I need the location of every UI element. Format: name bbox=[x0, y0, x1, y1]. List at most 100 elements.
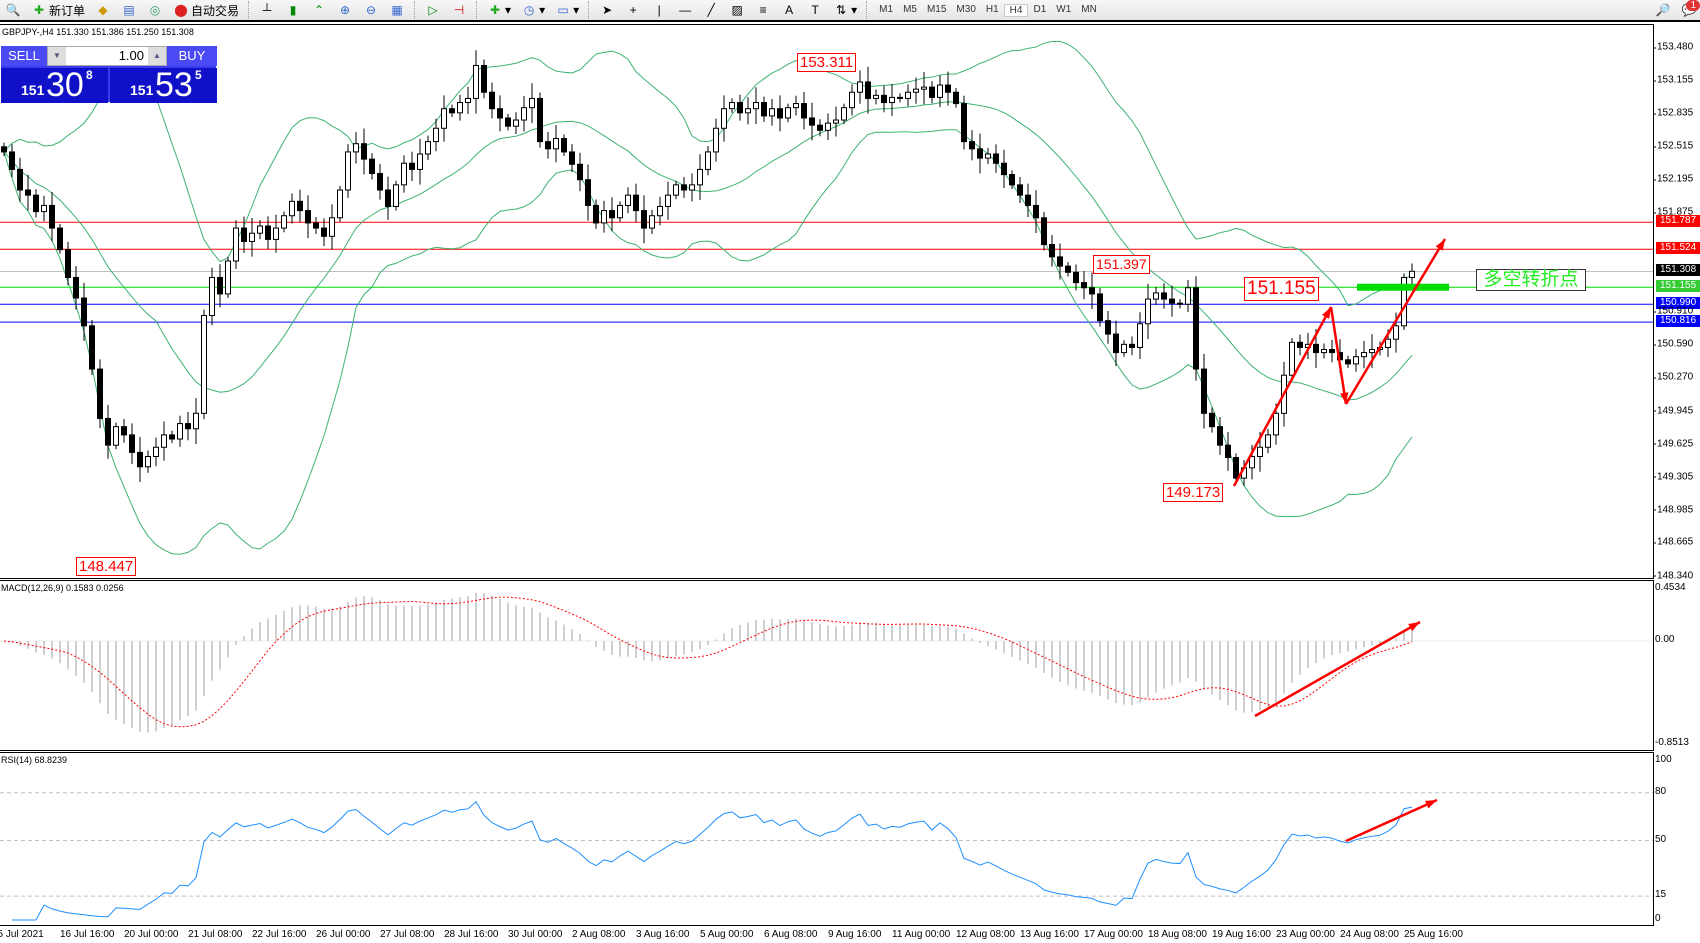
text-button[interactable]: A bbox=[778, 0, 800, 20]
bar-chart-button[interactable]: ┴ bbox=[256, 0, 278, 20]
cursor-button[interactable]: ➤ bbox=[596, 0, 618, 20]
vertical-line-button[interactable]: | bbox=[648, 0, 670, 20]
bear-candle bbox=[81, 297, 87, 327]
price-axis-label: 148.665 bbox=[1652, 536, 1694, 548]
templates-button[interactable]: ▭ ▾ bbox=[552, 0, 582, 20]
time-axis-label: 9 Aug 16:00 bbox=[828, 929, 882, 940]
sell-price-fraction: 8 bbox=[86, 68, 93, 82]
timeframe-mn[interactable]: MN bbox=[1081, 3, 1097, 15]
zoom-out-button[interactable]: ⊖ bbox=[360, 0, 382, 20]
bar-chart-icon: ┴ bbox=[262, 3, 272, 17]
channel-button[interactable]: ▨ bbox=[726, 0, 748, 20]
main-chart-pane[interactable]: GBPJPY-,H4 151.330 151.386 151.250 151.3… bbox=[0, 24, 1654, 579]
timeframe-d1[interactable]: D1 bbox=[1033, 3, 1047, 15]
bull-candle bbox=[937, 84, 943, 98]
clock-icon: ◷ bbox=[523, 3, 535, 17]
arrows-button[interactable]: ⇅ ▾ bbox=[830, 0, 860, 20]
zoom-in-button[interactable]: ⊕ bbox=[334, 0, 356, 20]
timeframe-m15[interactable]: M15 bbox=[926, 3, 947, 15]
bear-candle bbox=[377, 173, 383, 191]
bear-candle bbox=[865, 81, 871, 99]
tile-windows-button[interactable]: ▦ bbox=[386, 0, 408, 20]
timeframe-h4[interactable]: H4 bbox=[1003, 3, 1029, 17]
bear-candle bbox=[809, 117, 815, 126]
bear-candle bbox=[217, 276, 223, 295]
rsi-axis-label: 0 bbox=[1655, 913, 1661, 924]
trendline-button[interactable]: ╱ bbox=[700, 0, 722, 20]
bear-candle bbox=[761, 102, 767, 117]
crosshair-icon: + bbox=[629, 3, 637, 17]
auto-trading-button[interactable]: ⬤ 自动交易 bbox=[170, 0, 242, 20]
time-axis-label: 12 Aug 08:00 bbox=[956, 929, 1015, 940]
timeframe-m1[interactable]: M1 bbox=[879, 3, 894, 15]
trend-arrow-breakout bbox=[1344, 238, 1447, 405]
bear-candle bbox=[961, 103, 967, 143]
toolbar: 🔍 ✚ 新订单 ◆ ▤ ◎ ⬤ 自动交易 ┴ ▮ ⌃ ⊕ ⊖ ▦ ▷ ⊣ ✚ ▾ ◷ ▾… bbox=[0, 0, 1700, 22]
bull-candle bbox=[177, 423, 183, 440]
bull-candle bbox=[353, 143, 359, 153]
bear-candle bbox=[449, 108, 455, 114]
bear-candle bbox=[1001, 162, 1007, 176]
history-button[interactable]: ◆ bbox=[92, 0, 114, 20]
timeframe-h1[interactable]: H1 bbox=[985, 3, 999, 15]
notifications-button[interactable]: 💬1 bbox=[1678, 0, 1700, 20]
rsi-pane[interactable]: RSI(14) 68.8239 bbox=[0, 752, 1654, 926]
periods-button[interactable]: ◷ ▾ bbox=[518, 0, 548, 20]
bull-candle bbox=[457, 102, 463, 114]
line-chart-icon: ⌃ bbox=[314, 3, 325, 17]
indicators-button[interactable]: ✚ ▾ bbox=[484, 0, 514, 20]
buy-price[interactable]: 151 53 5 bbox=[110, 66, 217, 104]
notification-badge: 1 bbox=[1686, 0, 1700, 11]
folder-icon: ◆ bbox=[98, 3, 108, 17]
zoom-tool-button[interactable]: 🔍 bbox=[2, 0, 24, 20]
bear-candle bbox=[1097, 293, 1103, 322]
label-button[interactable]: T bbox=[804, 0, 826, 20]
terminal-button[interactable]: ▤ bbox=[118, 0, 140, 20]
bull-candle bbox=[521, 107, 527, 121]
new-order-button[interactable]: ✚ 新订单 bbox=[28, 0, 88, 20]
autoscroll-button[interactable]: ▷ bbox=[422, 0, 444, 20]
timeframe-w1[interactable]: W1 bbox=[1056, 3, 1072, 15]
search-button[interactable]: 🔎 bbox=[1652, 0, 1674, 20]
bear-candle bbox=[265, 225, 271, 240]
trend-arrow-down bbox=[1329, 306, 1348, 405]
separator bbox=[414, 1, 416, 19]
bear-candle bbox=[369, 158, 375, 175]
bull-candle bbox=[1353, 356, 1359, 365]
bull-candle bbox=[201, 315, 207, 414]
terminal-icon: ▤ bbox=[123, 3, 135, 17]
chart-shift-button[interactable]: ⊣ bbox=[448, 0, 470, 20]
timeframe-m5[interactable]: M5 bbox=[903, 3, 917, 15]
line-chart-button[interactable]: ⌃ bbox=[308, 0, 330, 20]
horizontal-line-button[interactable]: — bbox=[674, 0, 696, 20]
macd-axis-label: 0.00 bbox=[1655, 634, 1675, 645]
candle-chart-button[interactable]: ▮ bbox=[282, 0, 304, 20]
buy-button[interactable]: BUY bbox=[167, 46, 217, 66]
time-axis-label: 18 Aug 08:00 bbox=[1148, 929, 1207, 940]
bull-candle bbox=[857, 81, 863, 93]
sell-price[interactable]: 151 30 8 bbox=[1, 66, 108, 104]
bull-candle bbox=[233, 227, 239, 262]
lot-increase-button[interactable]: ▲ bbox=[148, 47, 166, 65]
bear-candle bbox=[945, 84, 951, 93]
bull-candle bbox=[625, 194, 631, 206]
bull-candle bbox=[657, 205, 663, 217]
bull-candle bbox=[417, 153, 423, 170]
signals-button[interactable]: ◎ bbox=[144, 0, 166, 20]
lot-size-stepper[interactable]: ▼ 1.00 ▲ bbox=[47, 46, 167, 66]
price-chart[interactable] bbox=[0, 25, 1654, 579]
bull-candle bbox=[705, 151, 711, 170]
bear-candle bbox=[297, 200, 303, 212]
timeframe-bar: M1 M5 M15 M30 H1 H4 D1 W1 MN bbox=[874, 3, 1102, 17]
bull-candle bbox=[441, 108, 447, 129]
timeframe-m30[interactable]: M30 bbox=[956, 3, 976, 15]
lot-size-input[interactable]: 1.00 bbox=[118, 48, 144, 63]
lot-decrease-button[interactable]: ▼ bbox=[48, 47, 66, 65]
macd-pane[interactable]: MACD(12,26,9) 0.1583 0.0256 bbox=[0, 580, 1654, 751]
bear-candle bbox=[641, 210, 647, 229]
bear-candle bbox=[1225, 444, 1231, 459]
bull-candle bbox=[145, 456, 151, 468]
sell-button[interactable]: SELL bbox=[1, 46, 47, 66]
fibo-button[interactable]: ≡ bbox=[752, 0, 774, 20]
crosshair-button[interactable]: + bbox=[622, 0, 644, 20]
